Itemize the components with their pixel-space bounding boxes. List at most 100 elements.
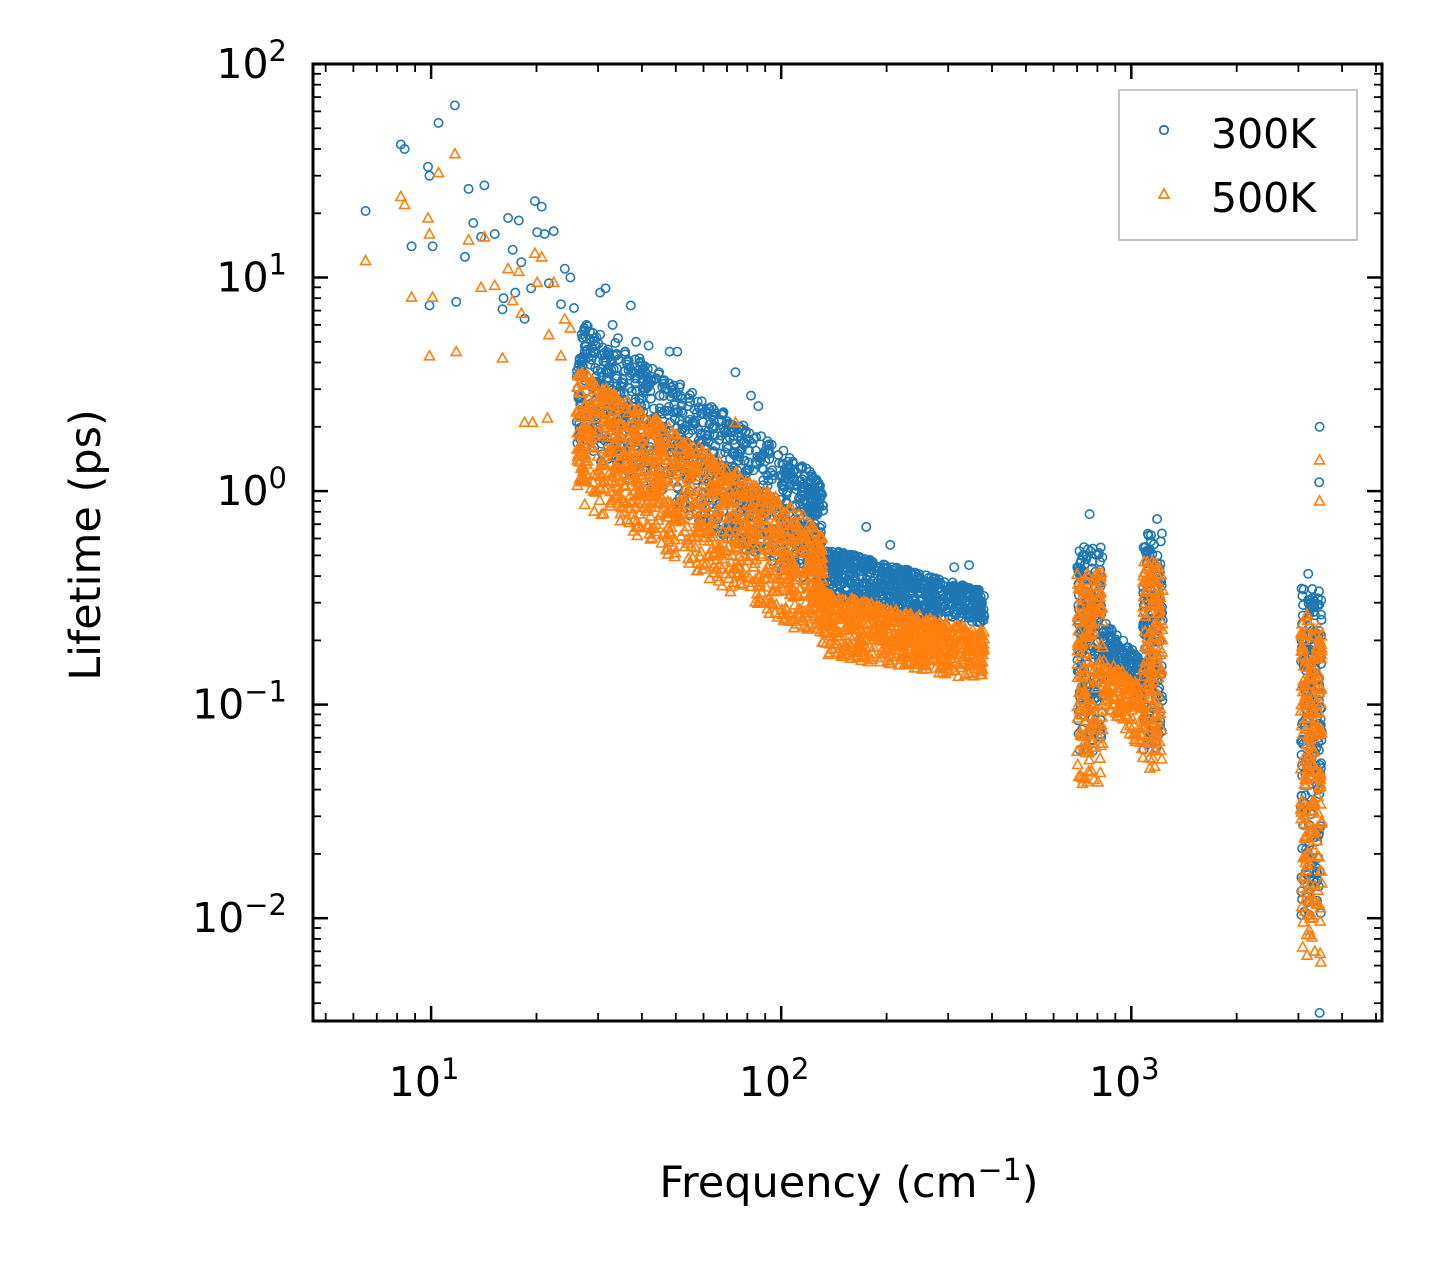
data-point-300k xyxy=(507,244,518,255)
data-point-500k xyxy=(749,595,762,607)
data-point-500k xyxy=(1298,831,1312,844)
data-point-500k xyxy=(1305,838,1319,850)
data-point-300k xyxy=(886,567,897,578)
data-point-500k xyxy=(710,488,724,500)
data-point-500k xyxy=(1131,678,1144,690)
data-point-500k xyxy=(678,539,692,552)
data-point-500k xyxy=(1146,566,1159,579)
data-point-500k xyxy=(1138,713,1151,725)
data-point-300k xyxy=(689,415,700,426)
data-point-300k xyxy=(1072,562,1083,573)
data-point-500k xyxy=(739,549,753,562)
data-point-500k xyxy=(883,634,896,647)
data-point-500k xyxy=(789,515,803,528)
data-point-500k xyxy=(1076,662,1090,674)
data-point-300k xyxy=(1119,647,1130,658)
data-point-300k xyxy=(1144,544,1155,555)
data-point-300k xyxy=(778,479,789,490)
data-point-500k xyxy=(693,549,707,561)
data-point-500k xyxy=(1143,761,1157,773)
data-point-500k xyxy=(423,227,436,239)
data-point-500k xyxy=(478,230,491,242)
data-point-300k xyxy=(812,487,823,498)
data-point-300k xyxy=(872,570,883,581)
data-point-300k xyxy=(510,287,521,298)
data-point-500k xyxy=(1135,727,1149,739)
data-point-500k xyxy=(730,474,743,486)
data-point-500k xyxy=(583,423,596,435)
data-point-500k xyxy=(1127,727,1140,740)
data-point-500k xyxy=(576,430,590,442)
data-point-300k xyxy=(714,415,725,426)
data-point-500k xyxy=(609,402,622,415)
data-point-500k xyxy=(865,652,879,665)
data-point-500k xyxy=(761,500,775,512)
data-point-500k xyxy=(813,561,827,573)
data-point-500k xyxy=(711,505,725,517)
data-point-500k xyxy=(753,501,766,513)
data-point-300k xyxy=(778,459,789,470)
data-point-500k xyxy=(934,648,948,661)
data-point-500k xyxy=(1308,879,1322,891)
data-point-300k xyxy=(1143,530,1154,541)
data-point-300k xyxy=(1316,609,1327,620)
data-point-500k xyxy=(678,524,691,536)
data-point-500k xyxy=(769,577,783,589)
data-point-500k xyxy=(1071,757,1085,770)
data-point-500k xyxy=(648,418,662,430)
data-point-500k xyxy=(719,517,733,529)
data-point-500k xyxy=(1094,717,1108,730)
data-point-500k xyxy=(797,619,811,631)
data-point-500k xyxy=(1124,692,1138,704)
data-point-500k xyxy=(697,449,711,461)
data-point-500k xyxy=(945,646,958,658)
data-point-300k xyxy=(526,283,537,294)
data-point-300k xyxy=(767,465,778,476)
data-point-300k xyxy=(883,592,894,603)
data-point-500k xyxy=(1299,722,1313,734)
data-point-500k xyxy=(575,386,588,398)
data-point-300k xyxy=(685,396,696,407)
data-point-300k xyxy=(513,215,524,226)
data-point-300k xyxy=(929,591,940,602)
data-point-500k xyxy=(833,596,847,608)
data-point-300k xyxy=(723,425,734,436)
data-point-500k xyxy=(834,647,848,660)
data-point-500k xyxy=(1082,653,1096,666)
data-point-500k xyxy=(730,500,743,512)
data-point-500k xyxy=(826,608,840,620)
data-point-500k xyxy=(1075,590,1088,602)
data-point-300k xyxy=(606,364,617,375)
data-point-500k xyxy=(1137,659,1151,672)
data-point-500k xyxy=(1311,848,1324,861)
data-point-300k xyxy=(864,578,875,589)
data-point-500k xyxy=(681,491,695,503)
data-point-500k xyxy=(721,531,735,544)
data-point-500k xyxy=(699,498,713,510)
data-point-500k xyxy=(1150,706,1164,719)
data-point-500k xyxy=(732,567,745,579)
data-point-300k xyxy=(684,414,695,425)
data-point-500k xyxy=(956,626,970,639)
data-point-500k xyxy=(1148,692,1161,704)
data-point-500k xyxy=(910,611,924,623)
data-point-300k xyxy=(854,551,865,562)
data-point-500k xyxy=(866,624,880,636)
data-points xyxy=(359,100,1329,1018)
data-point-500k xyxy=(1072,624,1085,636)
data-point-500k xyxy=(1314,779,1327,792)
data-point-500k xyxy=(1082,753,1096,765)
data-point-500k xyxy=(755,506,769,519)
data-point-500k xyxy=(844,651,858,663)
data-point-500k xyxy=(1314,696,1328,709)
data-point-500k xyxy=(1115,699,1129,712)
data-point-500k xyxy=(1095,710,1109,722)
data-point-500k xyxy=(750,587,764,599)
data-point-500k xyxy=(593,458,607,471)
data-point-500k xyxy=(1297,871,1311,883)
data-point-500k xyxy=(724,579,738,592)
data-point-500k xyxy=(1121,686,1134,699)
data-point-500k xyxy=(686,503,699,516)
data-point-500k xyxy=(1154,662,1168,674)
data-point-500k xyxy=(842,613,856,626)
